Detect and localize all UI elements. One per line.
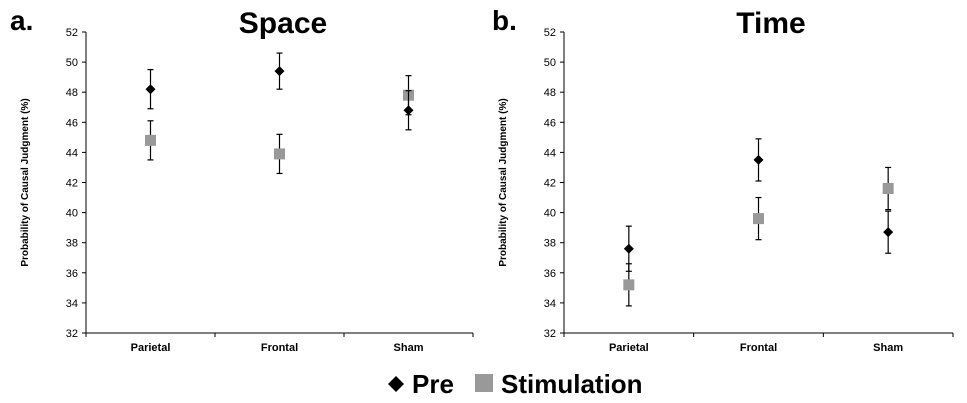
y-tick-label: 42	[66, 178, 78, 190]
y-tick-label: 40	[544, 208, 556, 220]
x-tick-label: Sham	[873, 342, 903, 354]
y-tick-label: 42	[544, 178, 556, 190]
y-tick-label: 34	[66, 298, 78, 310]
x-tick-label: Frontal	[740, 342, 777, 354]
y-tick-label: 38	[66, 238, 78, 250]
panel-letter: a.	[10, 5, 33, 36]
legend: Pre Stimulation	[388, 369, 643, 399]
legend-pre-marker	[388, 376, 404, 392]
y-tick-label: 36	[66, 268, 78, 280]
y-tick-label: 34	[544, 298, 556, 310]
chart-title: Time	[736, 7, 805, 40]
y-tick-label: 44	[66, 147, 78, 159]
y-tick-label: 50	[66, 57, 78, 69]
panel-letter: b.	[492, 5, 517, 36]
data-point-stimulation	[145, 134, 156, 146]
y-axis-label: Probability of Causal Judgment (%)	[20, 98, 31, 266]
data-point-pre	[145, 84, 156, 95]
y-tick-label: 50	[544, 57, 556, 69]
data-point-stimulation	[753, 213, 764, 225]
y-tick-label: 40	[66, 208, 78, 220]
data-point-pre	[403, 105, 414, 116]
data-point-pre	[274, 66, 285, 77]
y-tick-label: 44	[544, 147, 556, 159]
y-tick-label: 52	[66, 27, 78, 39]
data-point-pre	[623, 243, 634, 254]
data-point-stimulation	[274, 148, 285, 160]
x-tick-label: Parietal	[609, 342, 649, 354]
y-tick-label: 32	[66, 328, 78, 340]
legend-stimulation-marker	[475, 374, 493, 392]
x-tick-label: Parietal	[131, 342, 171, 354]
chart-space: a. Space 32 34 36 38 40 42 44 46 48 50 52 Parietal Fro…	[10, 5, 474, 354]
y-tick-label: 32	[544, 328, 556, 340]
y-tick-label: 46	[66, 117, 78, 129]
chart-time: b. Time 32 34 36 38 40 42 44 46 48 50 52 Parietal Fron…	[492, 5, 954, 354]
data-point-pre	[883, 227, 894, 238]
data-point-pre	[753, 154, 764, 165]
y-tick-label: 52	[544, 27, 556, 39]
data-point-stimulation	[623, 279, 635, 291]
x-tick-label: Sham	[394, 342, 424, 354]
y-tick-label: 36	[544, 268, 556, 280]
y-tick-label: 46	[544, 117, 556, 129]
legend-stimulation-label: Stimulation	[501, 369, 643, 399]
chart-title: Space	[239, 7, 327, 40]
x-tick-label: Frontal	[261, 342, 298, 354]
legend-pre-label: Pre	[412, 369, 454, 399]
y-tick-label: 48	[544, 87, 556, 99]
y-axis-label: Probability of Causal Judgment (%)	[498, 98, 509, 266]
data-point-stimulation	[882, 183, 894, 195]
y-tick-label: 38	[544, 238, 556, 250]
y-tick-label: 48	[66, 87, 78, 99]
